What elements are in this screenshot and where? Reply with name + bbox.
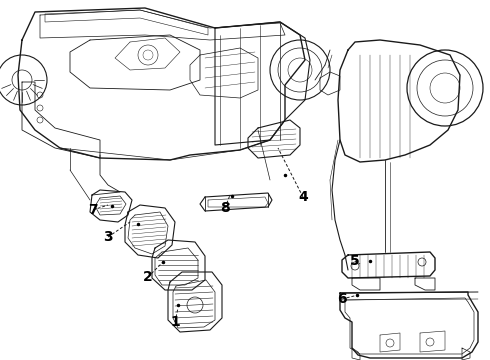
Text: 4: 4 xyxy=(298,190,308,204)
Text: 5: 5 xyxy=(350,254,360,268)
Text: 3: 3 xyxy=(103,230,113,244)
Text: 1: 1 xyxy=(170,315,180,329)
Text: 7: 7 xyxy=(88,203,98,217)
Text: 6: 6 xyxy=(337,292,347,306)
Text: 2: 2 xyxy=(143,270,153,284)
Text: 8: 8 xyxy=(220,201,230,215)
